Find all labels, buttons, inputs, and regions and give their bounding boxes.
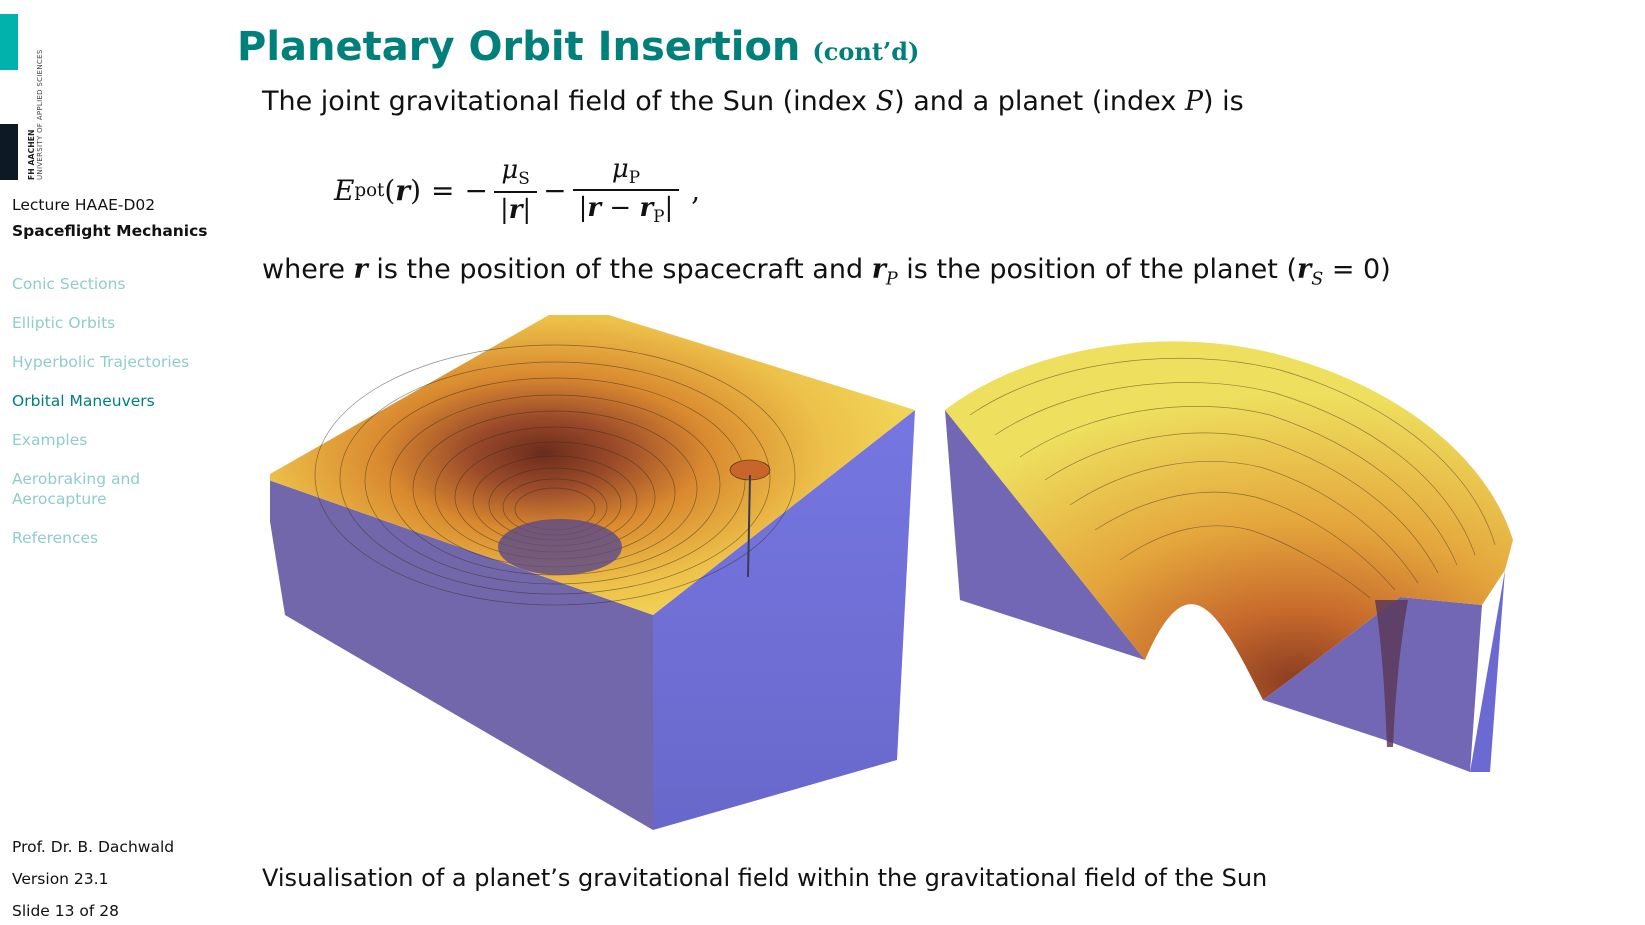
where-sentence: where r is the position of the spacecraf… (262, 254, 1391, 289)
where-rp-sub: P (885, 269, 898, 290)
right-contours (969, 357, 1496, 599)
right-block-front-face (1263, 597, 1482, 772)
left-surface (270, 315, 915, 615)
figure-caption: Visualisation of a planet’s gravitationa… (262, 864, 1268, 892)
intro-text-3: ) is (1202, 86, 1244, 117)
nav-item-references[interactable]: References (12, 529, 99, 547)
version: Version 23.1 (12, 870, 109, 888)
logo-line-1: FH AACHEN (27, 129, 36, 180)
where-rp: r (871, 254, 886, 285)
where-text-4: = 0) (1323, 254, 1391, 285)
formula-mu-p: μ (611, 153, 629, 184)
right-block-side-face (1470, 570, 1505, 772)
logo-bar-dark (0, 124, 18, 180)
formula-den-r: r (508, 194, 523, 225)
nav-item-hyperbolic-trajectories[interactable]: Hyperbolic Trajectories (12, 353, 190, 371)
where-text-2: is the position of the spacecraft and (367, 254, 872, 285)
formula-lhs: E (334, 173, 355, 207)
nav-item-aerobraking[interactable]: Aerobraking and Aerocapture (12, 470, 141, 508)
formula-mu-s: μ (501, 155, 519, 186)
where-rs-sub: S (1311, 269, 1324, 290)
formula-frac-planet: μP |r − rP| (572, 153, 680, 227)
right-surface (945, 341, 1513, 700)
slide-title-main: Planetary Orbit Insertion (237, 24, 801, 70)
intro-text-1: The joint gravitational field of the Sun… (262, 86, 876, 117)
where-text-3: is the position of the planet ( (897, 254, 1297, 285)
formula-frac-sun: μS |r| (493, 155, 538, 225)
slide-title-suffix: (cont’d) (812, 37, 920, 66)
left-block-right-face (653, 410, 915, 830)
where-text-1: where (262, 254, 354, 285)
formula-mu-s-sub: S (518, 168, 530, 189)
formula-lhs-sub: pot (354, 179, 385, 201)
intro-index-p: P (1184, 86, 1203, 117)
university-logo: FH AACHEN UNIVERSITY OF APPLIED SCIENCES (27, 14, 51, 180)
author: Prof. Dr. B. Dachwald (12, 838, 175, 856)
nav-item-elliptic-orbits[interactable]: Elliptic Orbits (12, 314, 116, 332)
right-block (945, 341, 1513, 772)
gravity-field-figure (270, 315, 1513, 830)
nav-item-orbital-maneuvers[interactable]: Orbital Maneuvers (12, 392, 155, 410)
intro-index-s: S (875, 86, 895, 117)
section-nav: Conic Sections Elliptic Orbits Hyperboli… (12, 274, 202, 567)
course-title: Spaceflight Mechanics (12, 222, 208, 240)
slide-title: Planetary Orbit Insertion (cont’d) (237, 24, 919, 70)
planet-well-right (1375, 600, 1408, 747)
formula-den-r2: r (587, 193, 602, 223)
where-r: r (353, 254, 368, 285)
intro-sentence: The joint gravitational field of the Sun… (262, 86, 1244, 117)
formula-den-rp-sub: P (653, 206, 665, 227)
formula-mu-p-sub: P (628, 167, 641, 187)
nav-item-examples[interactable]: Examples (12, 431, 88, 449)
intro-text-2: ) and a planet (index (894, 86, 1185, 117)
planet-well-stem-left (747, 474, 751, 578)
logo-bar-teal (0, 14, 18, 70)
lecture-code: Lecture HAAE-D02 (12, 196, 156, 214)
nav-item-conic-sections[interactable]: Conic Sections (12, 275, 126, 293)
where-rs: r (1296, 254, 1312, 285)
sun-well-center (498, 519, 622, 575)
formula-arg: r (395, 173, 411, 207)
logo-line-2: UNIVERSITY OF APPLIED SCIENCES (36, 49, 44, 180)
left-block-front-face (270, 480, 653, 830)
slide-number: Slide 13 of 28 (12, 902, 119, 920)
left-block (270, 315, 915, 830)
formula-den-rp: r (639, 193, 654, 223)
